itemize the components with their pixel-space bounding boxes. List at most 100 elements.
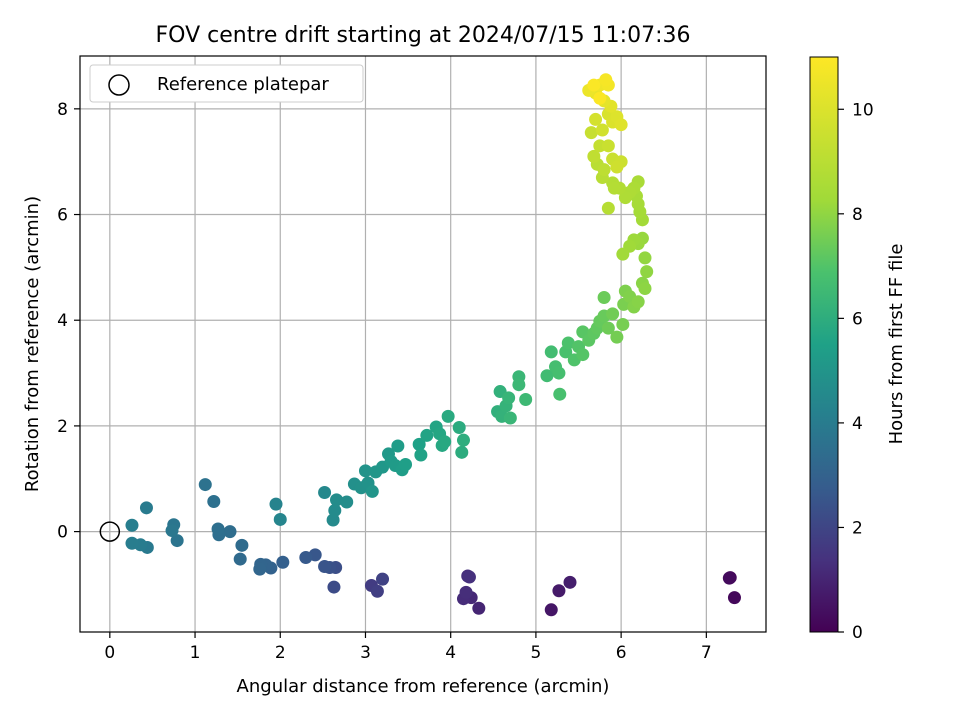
- x-tick-label: 6: [616, 643, 627, 663]
- data-point: [370, 584, 384, 598]
- data-point: [618, 191, 632, 205]
- legend-label: Reference platepar: [157, 74, 329, 95]
- colorbar: [809, 56, 839, 633]
- data-point: [412, 437, 426, 451]
- grid-layer: [80, 56, 766, 632]
- data-point: [273, 512, 287, 526]
- points-layer: [125, 73, 741, 617]
- data-point: [614, 118, 628, 132]
- data-point: [597, 290, 611, 304]
- legend-box: [89, 64, 364, 103]
- data-point: [540, 369, 554, 383]
- x-tick-label: 0: [104, 643, 115, 663]
- data-point: [638, 282, 652, 296]
- data-point: [576, 348, 590, 362]
- data-point: [593, 91, 607, 105]
- data-point: [561, 336, 575, 350]
- data-point: [502, 391, 516, 405]
- data-point: [170, 534, 184, 548]
- data-point: [269, 497, 283, 511]
- data-point: [456, 433, 470, 447]
- data-point: [318, 559, 332, 573]
- data-point: [472, 601, 486, 615]
- data-point: [616, 247, 630, 261]
- data-point: [139, 501, 153, 515]
- plot-frame: [79, 55, 767, 633]
- colorbar-tick-label: 4: [852, 414, 863, 434]
- data-point: [235, 538, 249, 552]
- data-point: [452, 420, 466, 434]
- x-axis-label: Angular distance from reference (arcmin): [237, 676, 610, 697]
- data-point: [727, 591, 741, 605]
- data-point: [414, 448, 428, 462]
- x-tick-label: 1: [190, 643, 201, 663]
- legend: Reference platepar: [89, 64, 364, 103]
- data-point: [503, 411, 517, 425]
- data-point: [552, 366, 566, 380]
- data-point: [589, 112, 603, 126]
- data-point: [211, 522, 225, 536]
- data-point: [233, 552, 247, 566]
- data-point: [640, 265, 654, 279]
- colorbar-tick-label: 2: [852, 518, 863, 538]
- y-tick-label: 6: [57, 206, 68, 226]
- x-tick-label: 3: [360, 643, 371, 663]
- data-point: [165, 524, 179, 538]
- data-point: [638, 251, 652, 265]
- colorbar-tick-label: 10: [852, 100, 874, 120]
- colorbar-tick-label: 6: [852, 309, 863, 329]
- data-point: [330, 493, 344, 507]
- data-point: [358, 464, 372, 478]
- data-point: [599, 73, 613, 87]
- data-point: [318, 485, 332, 499]
- data-point: [455, 445, 469, 459]
- data-point: [376, 572, 390, 586]
- x-tick-label: 4: [445, 643, 456, 663]
- x-tick-label: 2: [275, 643, 286, 663]
- data-point: [587, 149, 601, 163]
- data-point: [563, 575, 577, 589]
- data-point: [631, 295, 645, 309]
- ticks-layer: 0 1 2 3 4 5 6 7 0 2 4 6 8: [57, 100, 712, 663]
- data-point: [552, 584, 566, 598]
- data-point: [519, 392, 533, 406]
- data-point: [340, 495, 354, 509]
- data-point: [584, 126, 598, 140]
- data-point: [459, 585, 473, 599]
- data-point: [125, 518, 139, 532]
- data-point: [125, 536, 139, 550]
- y-tick-label: 8: [57, 100, 68, 120]
- data-point: [462, 570, 476, 584]
- data-point: [597, 163, 611, 177]
- data-point: [299, 550, 313, 564]
- data-point: [595, 123, 609, 137]
- data-point: [587, 78, 601, 92]
- data-point: [553, 387, 567, 401]
- data-point: [223, 525, 237, 539]
- colorbar-tick-label: 0: [852, 623, 863, 643]
- reference-platepar-marker: [99, 521, 121, 542]
- data-point: [420, 428, 434, 442]
- data-point: [391, 439, 405, 453]
- data-point: [399, 457, 413, 471]
- data-point: [198, 478, 212, 492]
- data-point: [722, 571, 736, 585]
- data-point: [601, 201, 615, 215]
- data-point: [328, 503, 342, 517]
- legend-marker-icon: [108, 74, 130, 96]
- data-point: [610, 160, 624, 174]
- data-point: [365, 484, 379, 498]
- y-axis-label: Rotation from reference (arcmin): [22, 196, 43, 492]
- data-point: [544, 345, 558, 359]
- colorbar-label: Hours from first FF file: [886, 244, 907, 445]
- y-tick-label: 2: [57, 417, 68, 437]
- data-point: [601, 321, 615, 335]
- data-point: [610, 330, 624, 344]
- data-point: [607, 181, 621, 195]
- data-point: [606, 307, 620, 321]
- data-point: [601, 139, 615, 153]
- y-tick-label: 4: [57, 311, 68, 331]
- data-point: [207, 494, 221, 508]
